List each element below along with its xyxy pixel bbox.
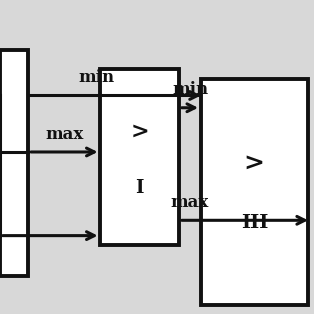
Text: max: max — [45, 126, 84, 143]
Bar — [100, 69, 179, 245]
Text: max: max — [171, 194, 209, 211]
Text: >: > — [130, 121, 149, 143]
Text: min: min — [172, 81, 208, 98]
Text: min: min — [78, 69, 114, 86]
Text: I: I — [135, 179, 144, 198]
Bar — [0, 50, 28, 276]
Text: >: > — [244, 151, 265, 175]
Bar — [201, 78, 308, 305]
Text: III: III — [241, 214, 268, 232]
